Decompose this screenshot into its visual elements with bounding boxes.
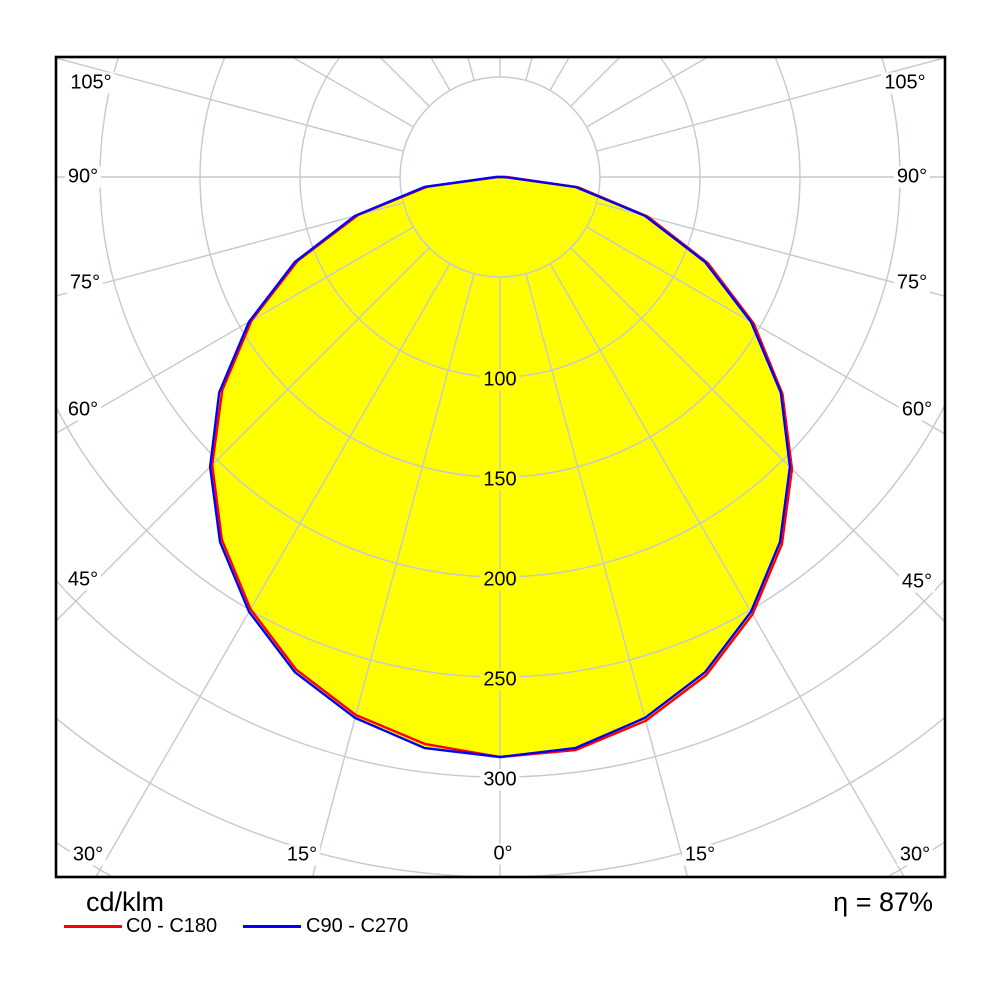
legend-line-c90-icon (243, 925, 301, 928)
unit-label: cd/klm (86, 887, 165, 917)
angle-tick-label: 45° (64, 569, 102, 591)
efficiency-label: η = 87% (833, 887, 933, 917)
angle-tick-label: 30° (896, 844, 934, 866)
angle-tick-label: 105° (67, 72, 115, 94)
angle-tick-label: 15° (681, 844, 719, 866)
legend-line-c0-icon (64, 925, 122, 928)
radial-tick-label: 200 (480, 569, 520, 591)
angle-tick-label: 105° (881, 72, 929, 94)
angle-tick-label: 45° (898, 571, 936, 593)
radial-tick-label: 100 (480, 369, 520, 391)
angle-tick-label: 30° (69, 844, 107, 866)
angle-tick-label: 60° (64, 399, 102, 421)
radial-tick-label: 300 (480, 769, 520, 791)
angle-tick-label: 75° (893, 272, 931, 294)
angle-tick-label: 0° (490, 843, 516, 865)
angle-tick-label: 60° (898, 399, 936, 421)
angle-tick-label: 15° (283, 844, 321, 866)
angle-tick-label: 90° (64, 166, 102, 188)
radial-tick-label: 250 (480, 669, 520, 691)
radial-tick-label: 150 (480, 469, 520, 491)
legend-label-c90: C90 - C270 (306, 915, 409, 937)
angle-tick-label: 75° (66, 272, 104, 294)
angle-tick-label: 90° (893, 166, 931, 188)
legend-label-c0: C0 - C180 (126, 915, 218, 937)
